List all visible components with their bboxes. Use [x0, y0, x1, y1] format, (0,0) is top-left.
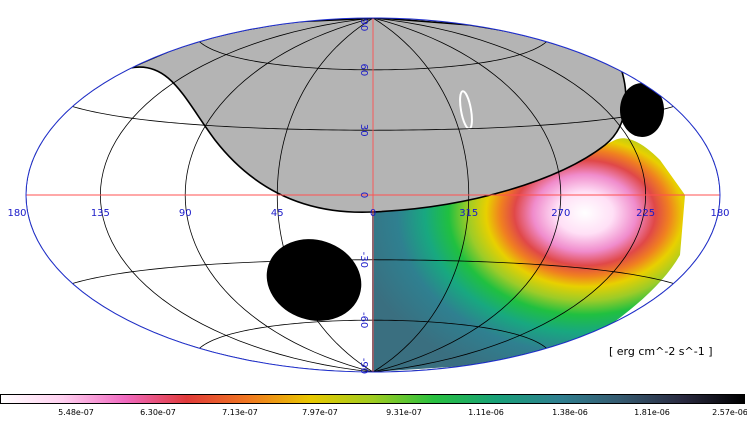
latitude-label: 0 [358, 192, 369, 198]
colorbar-tick-label: 1.81e-06 [634, 408, 670, 417]
colorbar-tick-label: 1.11e-06 [468, 408, 504, 417]
longitude-label: 225 [636, 208, 655, 219]
latitude-label: -60 [358, 312, 369, 328]
longitude-labels: 180 135 90 45 0 315 270 225 180 [7, 208, 729, 219]
sky-outline [25, 17, 721, 373]
latitude-labels: 90 60 30 0 -30 -60 -90 [358, 19, 369, 375]
longitude-label: 270 [551, 208, 570, 219]
latitude-label: 60 [358, 63, 369, 76]
units-label: [ erg cm^-2 s^-1 ] [609, 345, 713, 358]
longitude-label: 135 [91, 208, 110, 219]
latitude-label: 30 [358, 124, 369, 137]
latitude-label: 90 [358, 19, 369, 32]
colorbar-tick-label: 1.38e-06 [552, 408, 588, 417]
longitude-label: 180 [7, 208, 26, 219]
colorbar-tick-label: 5.48e-07 [58, 408, 94, 417]
colorbar-tick-label: 6.30e-07 [140, 408, 176, 417]
colorbar-tick-label: 7.97e-07 [302, 408, 338, 417]
longitude-label: 0 [370, 208, 376, 219]
latitude-label: -30 [358, 252, 369, 268]
colorbar: 5.48e-07 6.30e-07 7.13e-07 7.97e-07 9.31e-07… [0, 392, 747, 424]
flux-region [372, 138, 685, 372]
colorbar-tick-label: 2.57e-06 [712, 408, 747, 417]
latitude-label: -90 [358, 358, 369, 374]
blank-region-right [620, 83, 664, 137]
colorbar-gradient [0, 394, 745, 404]
longitude-label: 315 [459, 208, 478, 219]
longitude-label: 180 [710, 208, 729, 219]
sky-map: 180 135 90 45 0 315 270 225 180 90 60 30 0 -30 -60 -90… [7, 17, 730, 375]
longitude-label: 90 [179, 208, 192, 219]
colorbar-tick-label: 7.13e-07 [222, 408, 258, 417]
longitude-label: 45 [271, 208, 284, 219]
colorbar-tick-label: 9.31e-07 [386, 408, 422, 417]
sky-map-canvas: 180 135 90 45 0 315 270 225 180 90 60 30 0 -30 -60 -90 [7, 17, 730, 375]
